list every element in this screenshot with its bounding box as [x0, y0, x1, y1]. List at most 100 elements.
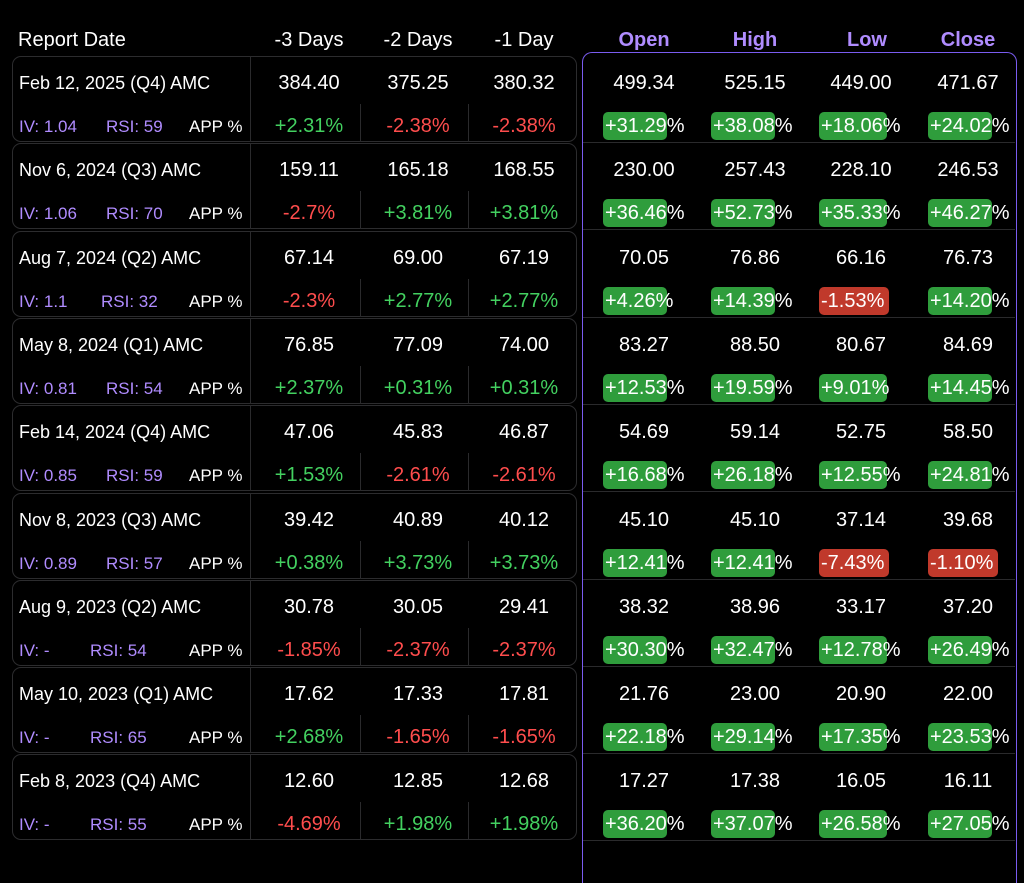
pre-earnings-change: -1.65% [492, 726, 556, 749]
high-change-badge: +26.18% [711, 461, 793, 490]
iv-value: IV: 1.1 [19, 291, 68, 311]
table-row[interactable]: Feb 14, 2024 (Q4) AMC IV: 0.85 RSI: 59 APP … [0, 405, 1024, 493]
column-divider [468, 191, 469, 230]
column-divider [468, 802, 469, 841]
pre-earnings-price: 69.00 [392, 246, 444, 269]
table-row[interactable]: Feb 8, 2023 (Q4) AMC IV: - RSI: 55 APP % 12.… [0, 754, 1024, 842]
table-row[interactable]: May 8, 2024 (Q1) AMC IV: 0.81 RSI: 54 APP %… [0, 317, 1024, 405]
rsi-value: RSI: 54 [90, 640, 147, 660]
close-change-text: +24.81% [930, 464, 1010, 487]
change-highlight [928, 723, 992, 752]
table-row[interactable]: Aug 7, 2024 (Q2) AMC IV: 1.1 RSI: 32 APP % 6… [0, 230, 1024, 318]
low-change-badge: +12.78% [819, 635, 901, 664]
pre-earnings-price: 12.60 [283, 770, 335, 793]
report-date: Nov 8, 2023 (Q3) AMC [19, 509, 202, 530]
high-change-badge: +38.08% [711, 112, 793, 140]
pre-earnings-price: 76.85 [283, 333, 335, 356]
table-row[interactable]: Nov 6, 2024 (Q3) AMC IV: 1.06 RSI: 70 APP %… [0, 143, 1024, 231]
open-price: 54.69 [618, 421, 670, 444]
table-row[interactable]: Aug 9, 2023 (Q2) AMC IV: - RSI: 54 APP % 30.… [0, 579, 1024, 667]
iv-value: IV: - [19, 815, 50, 835]
header-minus-2-days: -2 Days [383, 29, 453, 51]
high-change-text: +19.59% [713, 376, 793, 399]
pre-earnings-price: 17.81 [498, 683, 550, 706]
column-divider [468, 365, 469, 404]
report-date: Nov 6, 2024 (Q3) AMC [19, 160, 202, 181]
pre-earnings-price: 375.25 [387, 72, 449, 94]
pre-earnings-change: +2.37% [274, 376, 344, 399]
column-divider [468, 627, 469, 666]
change-highlight [603, 373, 667, 402]
open-price: 70.05 [618, 246, 670, 269]
change-highlight [711, 635, 775, 664]
pre-earnings-change: +1.53% [274, 464, 344, 487]
column-divider [250, 667, 251, 754]
high-change-badge: +29.14% [711, 723, 793, 752]
iv-value: IV: 0.81 [19, 378, 77, 398]
open-change-text: +22.18% [605, 726, 685, 749]
app-label: APP % [189, 640, 243, 660]
change-highlight [819, 461, 887, 490]
row-divider [583, 403, 1015, 405]
change-highlight [603, 461, 667, 490]
pre-earnings-change: +3.73% [489, 551, 559, 574]
pre-earnings-price: 165.18 [387, 159, 449, 182]
high-price: 59.14 [729, 421, 781, 444]
iv-value: IV: 0.85 [19, 466, 77, 486]
pre-earnings-price: 12.68 [498, 770, 550, 793]
close-change-text: +46.27% [930, 202, 1010, 225]
open-price: 21.76 [618, 683, 670, 706]
change-highlight [819, 286, 889, 315]
row-divider [583, 142, 1015, 143]
table-row[interactable]: Nov 8, 2023 (Q3) AMC IV: 0.89 RSI: 57 APP %… [0, 492, 1024, 580]
open-change-text: +36.20% [605, 813, 685, 836]
high-price: 257.43 [724, 159, 786, 182]
pre-earnings-price: 380.32 [493, 72, 555, 94]
pre-earnings-price: 40.89 [392, 508, 444, 531]
low-change-badge: +18.06% [819, 112, 901, 140]
column-divider [360, 802, 361, 841]
low-change-text: +12.78% [821, 638, 901, 661]
close-price: 58.50 [942, 421, 994, 444]
row-frame [12, 754, 577, 841]
app-label: APP % [189, 728, 243, 748]
pre-earnings-price: 47.06 [283, 421, 335, 444]
change-highlight [711, 112, 775, 140]
close-change-text: -1.10% [930, 551, 994, 574]
high-price: 38.96 [729, 595, 781, 618]
table-row[interactable]: Feb 12, 2025 (Q4) AMC IV: 1.04 RSI: 59 APP … [0, 56, 1024, 143]
change-highlight [819, 373, 887, 402]
table-row[interactable]: May 10, 2023 (Q1) AMC IV: - RSI: 65 APP % 17… [0, 667, 1024, 755]
pre-earnings-price: 29.41 [498, 595, 550, 618]
close-change-text: +14.20% [930, 289, 1010, 312]
pre-earnings-change: -2.37% [386, 638, 450, 661]
close-change-badge: +24.81% [928, 461, 1010, 490]
change-highlight [711, 373, 775, 402]
open-change-badge: +12.41% [603, 548, 685, 577]
high-change-text: +52.73% [713, 202, 793, 225]
low-price: 52.75 [835, 421, 887, 444]
pre-earnings-change: +0.31% [383, 376, 453, 399]
row-frame [12, 667, 577, 754]
open-price: 230.00 [613, 159, 675, 182]
row-frame [12, 143, 577, 230]
change-highlight [711, 810, 775, 839]
open-change-text: +31.29% [605, 115, 685, 137]
close-price: 246.53 [937, 159, 999, 182]
high-price: 88.50 [729, 333, 781, 356]
pre-earnings-price: 67.19 [498, 246, 550, 269]
column-divider [360, 540, 361, 579]
row-frame [12, 317, 577, 404]
change-highlight [928, 810, 992, 839]
row-divider [583, 316, 1015, 318]
pre-earnings-price: 77.09 [392, 333, 444, 356]
close-change-text: +27.05% [930, 813, 1010, 836]
open-price: 45.10 [618, 508, 670, 531]
change-highlight [603, 723, 667, 752]
report-date: Aug 9, 2023 (Q2) AMC [19, 596, 202, 617]
rsi-value: RSI: 55 [90, 815, 147, 835]
pre-earnings-price: 12.85 [392, 770, 444, 793]
row-frame [12, 56, 577, 142]
column-divider [468, 540, 469, 579]
pre-earnings-price: 39.42 [283, 508, 335, 531]
